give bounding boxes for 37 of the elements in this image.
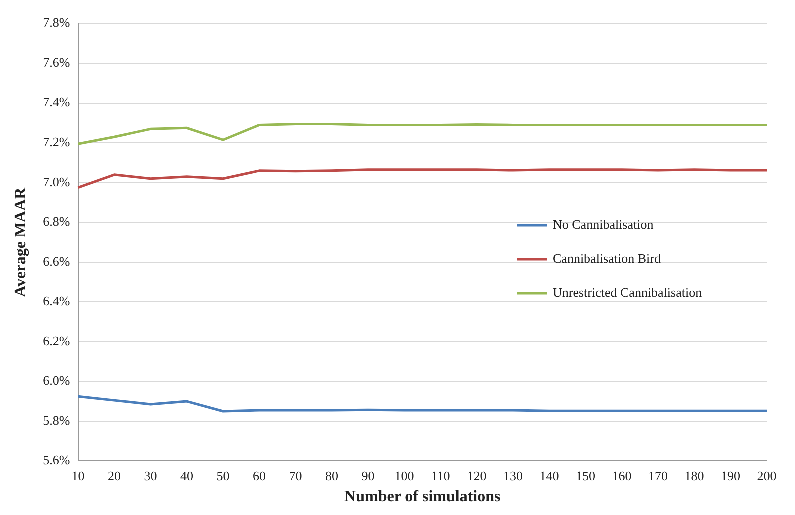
y-tick-label: 7.8%	[43, 15, 70, 30]
legend-label: No Cannibalisation	[553, 216, 654, 232]
y-tick-label: 6.0%	[43, 373, 70, 388]
x-tick-label: 80	[326, 468, 339, 484]
x-tick-label: 160	[612, 468, 632, 484]
legend-label: Cannibalisation Bird	[553, 250, 662, 266]
y-tick-label: 5.6%	[43, 452, 70, 468]
y-tick-label: 6.6%	[43, 254, 70, 269]
legend-label: Unrestricted Cannibalisation	[553, 284, 703, 300]
x-tick-label: 70	[289, 468, 302, 484]
y-tick-label: 6.8%	[43, 214, 70, 230]
x-tick-label: 200	[757, 468, 777, 484]
y-tick-label: 6.2%	[43, 333, 70, 348]
x-axis-title: Number of simulations	[344, 488, 501, 506]
x-tick-label: 40	[180, 468, 194, 484]
x-tick-label: 120	[467, 468, 487, 484]
x-tick-label: 30	[144, 468, 158, 484]
y-axis-title: Average MAAR	[12, 187, 30, 298]
x-tick-label: 110	[431, 468, 450, 484]
x-tick-label: 170	[648, 468, 668, 484]
x-tick-label: 100	[394, 468, 414, 484]
y-tick-label: 6.4%	[43, 294, 70, 309]
x-tick-label: 60	[253, 468, 266, 484]
x-tick-label: 10	[72, 468, 85, 484]
y-tick-label: 7.6%	[43, 54, 70, 70]
x-tick-label: 150	[576, 468, 596, 484]
x-tick-label: 180	[684, 468, 704, 484]
x-tick-label: 190	[721, 468, 740, 484]
x-tick-label: 140	[540, 468, 560, 484]
y-tick-label: 7.4%	[43, 94, 70, 110]
x-tick-label: 50	[216, 468, 230, 484]
y-tick-label: 7.2%	[43, 134, 70, 150]
x-tick-label: 130	[504, 468, 524, 484]
x-tick-label: 90	[362, 468, 375, 484]
x-tick-label: 20	[108, 468, 122, 484]
y-tick-label: 7.0%	[43, 174, 70, 190]
y-tick-label: 5.8%	[43, 412, 70, 428]
